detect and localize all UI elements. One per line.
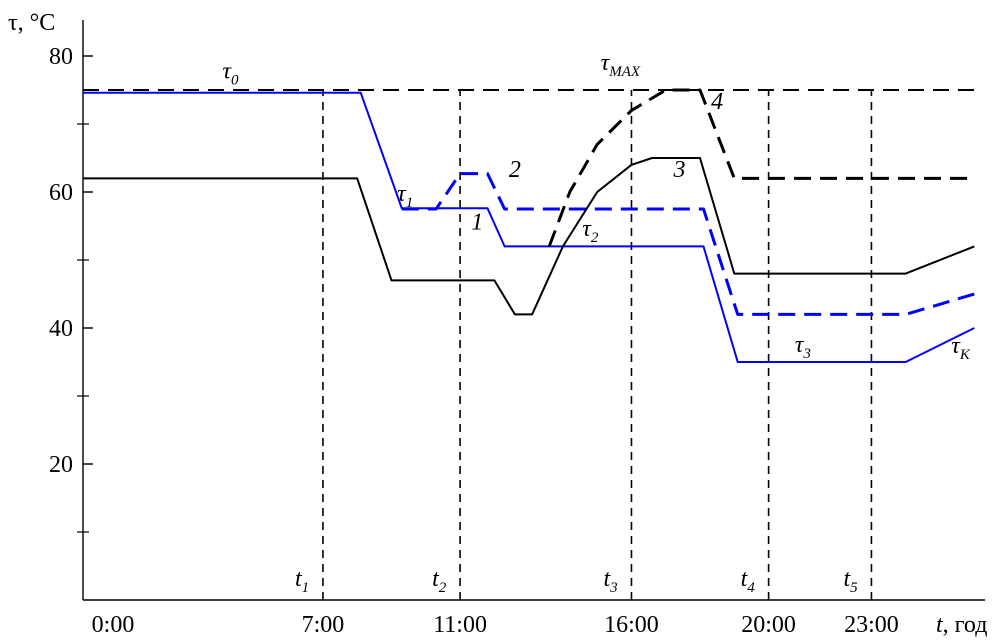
reference-lines	[83, 89, 975, 600]
tau-max-label: τMAX	[601, 50, 641, 80]
y-tick-label: 60	[49, 180, 73, 206]
y-tick-label: 20	[49, 452, 73, 478]
y-tick-label: 80	[49, 44, 73, 70]
time-marker-label: t1	[295, 566, 309, 596]
x-tick-label: 23:00	[844, 612, 899, 638]
y-tick-label: 40	[49, 316, 73, 342]
tau-label-2: τ2	[582, 216, 599, 246]
time-marker-label: t5	[843, 566, 858, 596]
curve-number-4: 4	[711, 89, 723, 115]
curve-number-3: 3	[672, 157, 685, 183]
tau-label-3: τ3	[795, 332, 811, 362]
x-axis-label-var: t	[936, 612, 944, 638]
x-tick-label: 11:00	[433, 612, 487, 638]
annotations: τMAX t1 t2 t3 t4 t5 τ0 τ1 τ2 τ3 τK 12 3 4	[222, 50, 970, 596]
tau-label-k: τK	[951, 333, 971, 363]
x-axis-label-unit: , год	[943, 612, 988, 638]
time-marker-label: t3	[603, 566, 617, 596]
axis-ticks: 80 60 40 20 0:00 7:00 11:00 16:00 20:00 23:00	[49, 44, 899, 638]
curve-number-1: 1	[471, 209, 483, 235]
time-marker-label: t2	[432, 566, 447, 596]
series-line-4	[547, 88, 975, 247]
curve-number-2: 2	[509, 157, 521, 183]
x-tick-label: 20:00	[741, 612, 796, 638]
tau-label-1: τ1	[397, 181, 413, 211]
x-axis-label: t, год	[936, 612, 987, 638]
series-line-2	[401, 172, 975, 316]
series-line-3	[83, 157, 975, 316]
x-tick-label: 16:00	[604, 612, 659, 638]
tau-label-0: τ0	[222, 58, 239, 88]
x-tick-label: 7:00	[302, 612, 345, 638]
y-axis-label: τ, °C	[8, 10, 55, 36]
series-line-1	[83, 91, 975, 363]
series-lines	[83, 88, 975, 363]
time-marker-label: t4	[741, 566, 756, 596]
x-tick-label: 0:00	[92, 612, 135, 638]
axes: τ, °C t, год	[8, 10, 987, 638]
